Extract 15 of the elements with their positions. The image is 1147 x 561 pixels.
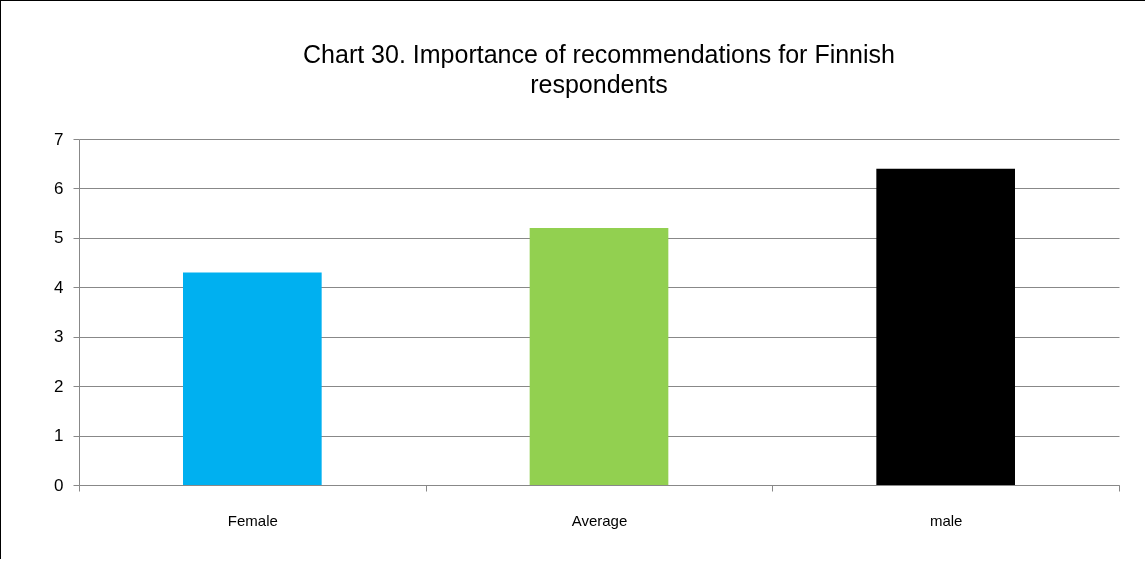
bar [876, 168, 1015, 485]
y-tick-label: 6 [54, 178, 64, 198]
y-tick-label: 5 [54, 228, 64, 248]
bar [183, 272, 322, 485]
y-tick-label: 2 [54, 376, 64, 396]
chart-title: Chart 30. Importance of recommendations for Finnish respondents [303, 40, 895, 98]
y-tick-label: 3 [54, 327, 64, 347]
x-tick-label: male [929, 511, 963, 529]
x-tick-label: Female [227, 511, 278, 529]
y-tick-label: 7 [54, 129, 64, 149]
y-tick-label: 1 [54, 426, 64, 446]
y-tick-label: 0 [54, 475, 64, 495]
x-tick-label: Average [571, 511, 628, 529]
y-tick-label: 4 [54, 277, 64, 297]
bar [529, 227, 669, 485]
